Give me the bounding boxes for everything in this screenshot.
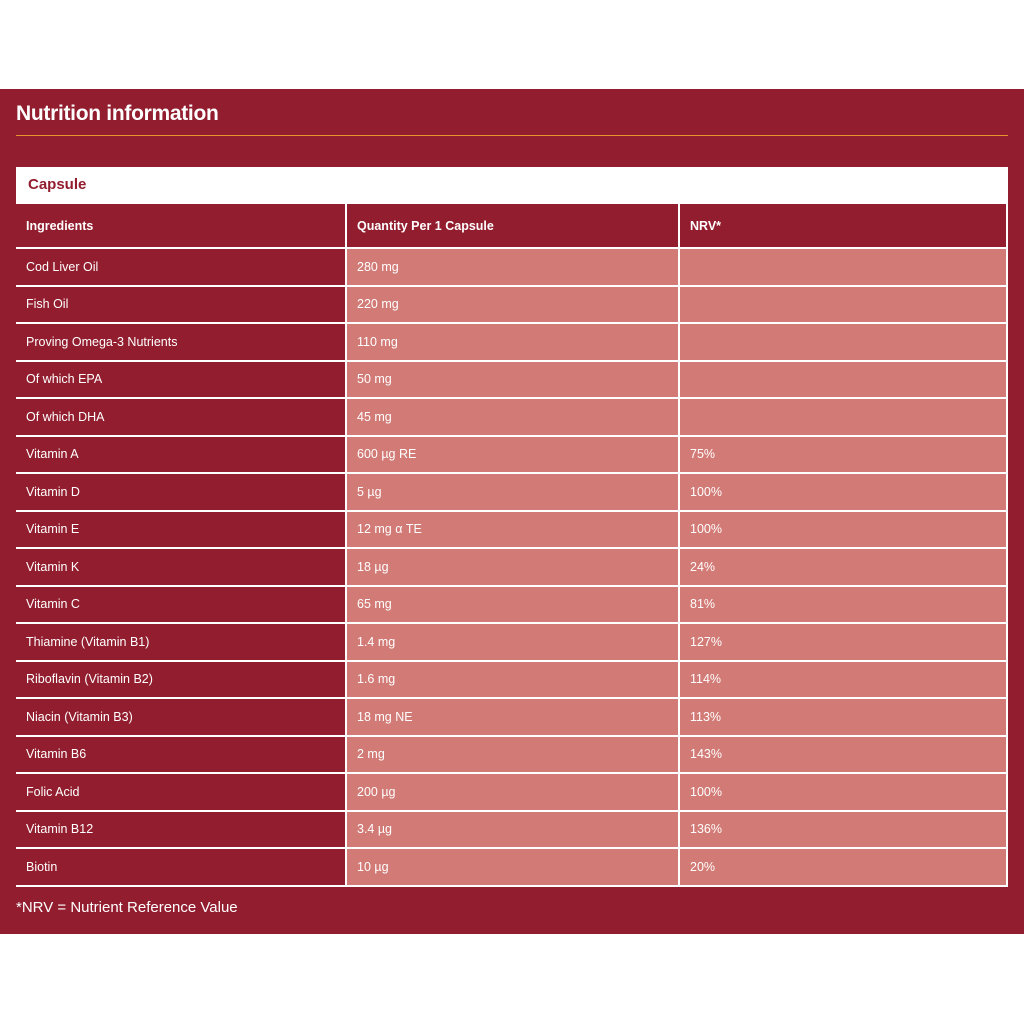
nrv-cell <box>678 247 1008 287</box>
ingredient-cell: Vitamin E <box>16 509 347 549</box>
quantity-cell: 50 mg <box>345 359 680 399</box>
nrv-cell: 75% <box>678 434 1008 474</box>
table-row: Biotin 10 µg 20% <box>16 847 1008 887</box>
quantity-cell: 5 µg <box>345 472 680 512</box>
page-title: Nutrition information <box>16 102 219 125</box>
nutrition-table: Ingredients Quantity Per 1 Capsule NRV* … <box>16 202 1008 887</box>
nrv-cell <box>678 397 1008 437</box>
quantity-cell: 65 mg <box>345 584 680 624</box>
ingredient-cell: Proving Omega-3 Nutrients <box>16 322 347 362</box>
table-row: Vitamin K 18 µg 24% <box>16 547 1008 587</box>
ingredient-cell: Vitamin C <box>16 584 347 624</box>
table-row: Vitamin B12 3.4 µg 136% <box>16 809 1008 849</box>
ingredient-cell: Of which EPA <box>16 359 347 399</box>
table-row: Vitamin B6 2 mg 143% <box>16 734 1008 774</box>
ingredient-cell: Riboflavin (Vitamin B2) <box>16 659 347 699</box>
ingredient-cell: Vitamin D <box>16 472 347 512</box>
nrv-cell: 24% <box>678 547 1008 587</box>
quantity-cell: 220 mg <box>345 284 680 324</box>
nrv-cell: 100% <box>678 472 1008 512</box>
quantity-cell: 110 mg <box>345 322 680 362</box>
ingredient-cell: Cod Liver Oil <box>16 247 347 287</box>
nrv-cell <box>678 284 1008 324</box>
quantity-cell: 45 mg <box>345 397 680 437</box>
nrv-cell: 100% <box>678 772 1008 812</box>
table-row: Fish Oil 220 mg <box>16 284 1008 324</box>
table-row: Niacin (Vitamin B3) 18 mg NE 113% <box>16 697 1008 737</box>
ingredient-cell: Vitamin B6 <box>16 734 347 774</box>
ingredient-cell: Folic Acid <box>16 772 347 812</box>
table-row: Cod Liver Oil 280 mg <box>16 247 1008 287</box>
ingredient-cell: Vitamin K <box>16 547 347 587</box>
ingredient-cell: Thiamine (Vitamin B1) <box>16 622 347 662</box>
nrv-cell: 136% <box>678 809 1008 849</box>
table-row: Vitamin E 12 mg α TE 100% <box>16 509 1008 549</box>
ingredient-cell: Vitamin B12 <box>16 809 347 849</box>
table-row: Proving Omega-3 Nutrients 110 mg <box>16 322 1008 362</box>
footnote: *NRV = Nutrient Reference Value <box>16 899 238 916</box>
quantity-cell: 3.4 µg <box>345 809 680 849</box>
quantity-cell: 200 µg <box>345 772 680 812</box>
ingredient-cell: Biotin <box>16 847 347 887</box>
quantity-cell: 600 µg RE <box>345 434 680 474</box>
ingredient-cell: Niacin (Vitamin B3) <box>16 697 347 737</box>
quantity-cell: 1.6 mg <box>345 659 680 699</box>
quantity-cell: 1.4 mg <box>345 622 680 662</box>
ingredient-cell: Fish Oil <box>16 284 347 324</box>
nrv-cell: 143% <box>678 734 1008 774</box>
nrv-cell: 81% <box>678 584 1008 624</box>
quantity-cell: 18 mg NE <box>345 697 680 737</box>
quantity-cell: 2 mg <box>345 734 680 774</box>
ingredient-cell: Vitamin A <box>16 434 347 474</box>
nrv-cell <box>678 359 1008 399</box>
table-row: Thiamine (Vitamin B1) 1.4 mg 127% <box>16 622 1008 662</box>
table-header: Ingredients Quantity Per 1 Capsule NRV* <box>16 202 1008 249</box>
nrv-cell: 114% <box>678 659 1008 699</box>
quantity-cell: 12 mg α TE <box>345 509 680 549</box>
column-header: Quantity Per 1 Capsule <box>345 202 680 249</box>
nrv-cell <box>678 322 1008 362</box>
quantity-cell: 280 mg <box>345 247 680 287</box>
column-header: NRV* <box>678 202 1008 249</box>
table-row: Folic Acid 200 µg 100% <box>16 772 1008 812</box>
column-header: Ingredients <box>16 202 347 249</box>
table-row: Vitamin A 600 µg RE 75% <box>16 434 1008 474</box>
quantity-cell: 10 µg <box>345 847 680 887</box>
section-title: Capsule <box>16 167 1008 202</box>
table-row: Of which EPA 50 mg <box>16 359 1008 399</box>
nrv-cell: 20% <box>678 847 1008 887</box>
quantity-cell: 18 µg <box>345 547 680 587</box>
table-row: Vitamin C 65 mg 81% <box>16 584 1008 624</box>
nutrition-panel: Nutrition information Capsule Ingredient… <box>0 89 1024 934</box>
ingredient-cell: Of which DHA <box>16 397 347 437</box>
nrv-cell: 113% <box>678 697 1008 737</box>
table-row: Of which DHA 45 mg <box>16 397 1008 437</box>
divider <box>16 135 1008 136</box>
nrv-cell: 100% <box>678 509 1008 549</box>
table-row: Riboflavin (Vitamin B2) 1.6 mg 114% <box>16 659 1008 699</box>
nrv-cell: 127% <box>678 622 1008 662</box>
